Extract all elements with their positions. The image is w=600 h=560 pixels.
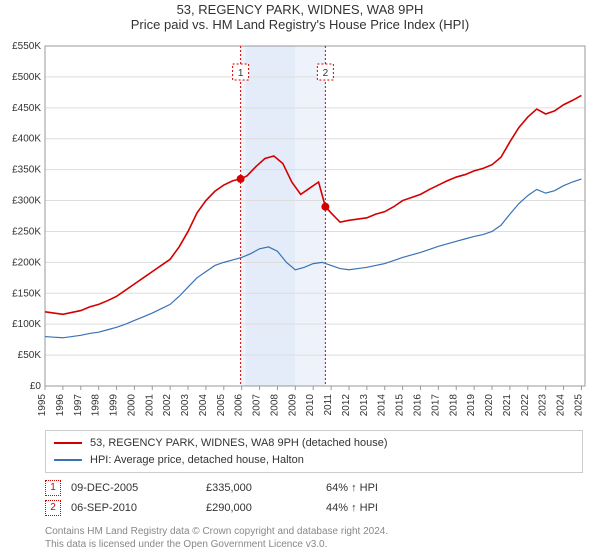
legend-row: 53, REGENCY PARK, WIDNES, WA8 9PH (detac… — [54, 435, 574, 452]
sale-marker-2: 2 — [45, 500, 61, 516]
sale-row-1: 1 09-DEC-2005 £335,000 64% ↑ HPI — [45, 480, 378, 496]
svg-text:2011: 2011 — [323, 394, 334, 416]
svg-text:2023: 2023 — [538, 394, 549, 417]
svg-text:£500K: £500K — [12, 72, 41, 83]
sale-delta-2: 44% ↑ HPI — [326, 502, 378, 514]
svg-text:2018: 2018 — [448, 394, 459, 417]
svg-text:2001: 2001 — [144, 394, 155, 417]
legend-row: HPI: Average price, detached house, Halt… — [54, 452, 574, 469]
svg-text:2006: 2006 — [234, 394, 245, 417]
svg-text:2022: 2022 — [520, 394, 531, 417]
svg-text:2013: 2013 — [359, 394, 370, 417]
svg-text:£0: £0 — [30, 381, 42, 392]
svg-text:£200K: £200K — [12, 257, 41, 268]
sale-delta-1: 64% ↑ HPI — [326, 482, 378, 494]
svg-text:2025: 2025 — [573, 394, 584, 417]
title-line-1: 53, REGENCY PARK, WIDNES, WA8 9PH — [0, 0, 600, 17]
sale-price-1: £335,000 — [206, 482, 326, 494]
svg-text:2015: 2015 — [395, 394, 406, 417]
svg-text:1998: 1998 — [91, 394, 102, 417]
sale-marker-1: 1 — [45, 480, 61, 496]
svg-text:2021: 2021 — [502, 394, 513, 417]
sale-date-1: 09-DEC-2005 — [71, 482, 206, 494]
svg-text:1995: 1995 — [37, 394, 48, 417]
svg-text:2003: 2003 — [180, 394, 191, 417]
sale-row-2: 2 06-SEP-2010 £290,000 44% ↑ HPI — [45, 500, 378, 516]
chart-container: 53, REGENCY PARK, WIDNES, WA8 9PH Price … — [0, 0, 600, 560]
svg-text:£450K: £450K — [12, 103, 41, 114]
svg-text:1997: 1997 — [73, 394, 84, 417]
svg-text:2: 2 — [323, 68, 329, 79]
svg-text:£150K: £150K — [12, 288, 41, 299]
svg-text:1996: 1996 — [55, 394, 66, 417]
svg-text:2017: 2017 — [430, 394, 441, 417]
svg-text:2012: 2012 — [341, 394, 352, 417]
copyright-block: Contains HM Land Registry data © Crown c… — [45, 525, 388, 551]
copyright-line-2: This data is licensed under the Open Gov… — [45, 539, 327, 550]
svg-text:2002: 2002 — [162, 394, 173, 417]
svg-text:£50K: £50K — [18, 350, 42, 361]
svg-text:£300K: £300K — [12, 196, 41, 207]
sale-date-2: 06-SEP-2010 — [71, 502, 206, 514]
chart-svg: £0 £50K £100K £150K £200K £250K £300K £350K £400… — [0, 38, 600, 426]
svg-text:2000: 2000 — [126, 394, 137, 417]
chart-area: £0 £50K £100K £150K £200K £250K £300K £350K £400… — [0, 38, 600, 426]
svg-text:2016: 2016 — [412, 394, 423, 417]
title-line-2: Price paid vs. HM Land Registry's House … — [0, 17, 600, 32]
svg-text:2014: 2014 — [377, 394, 388, 417]
svg-text:2024: 2024 — [556, 394, 567, 417]
legend-label: HPI: Average price, detached house, Halt… — [90, 452, 304, 469]
svg-text:1999: 1999 — [109, 394, 120, 417]
legend-label: 53, REGENCY PARK, WIDNES, WA8 9PH (detac… — [90, 435, 388, 452]
svg-text:£400K: £400K — [12, 134, 41, 145]
sale-price-2: £290,000 — [206, 502, 326, 514]
svg-text:£250K: £250K — [12, 226, 41, 237]
copyright-line-1: Contains HM Land Registry data © Crown c… — [45, 526, 388, 537]
svg-text:2007: 2007 — [252, 394, 263, 417]
legend-swatch — [54, 459, 82, 461]
svg-text:2008: 2008 — [269, 394, 280, 417]
svg-text:2009: 2009 — [287, 394, 298, 417]
svg-text:2019: 2019 — [466, 394, 477, 417]
svg-text:£550K: £550K — [12, 41, 41, 52]
svg-text:£100K: £100K — [12, 319, 41, 330]
legend-box: 53, REGENCY PARK, WIDNES, WA8 9PH (detac… — [45, 430, 583, 473]
svg-text:£350K: £350K — [12, 165, 41, 176]
svg-text:2004: 2004 — [198, 394, 209, 417]
svg-text:2010: 2010 — [305, 394, 316, 417]
svg-text:1: 1 — [238, 68, 244, 79]
svg-text:2020: 2020 — [484, 394, 495, 417]
legend-swatch — [54, 442, 82, 444]
svg-text:2005: 2005 — [216, 394, 227, 417]
